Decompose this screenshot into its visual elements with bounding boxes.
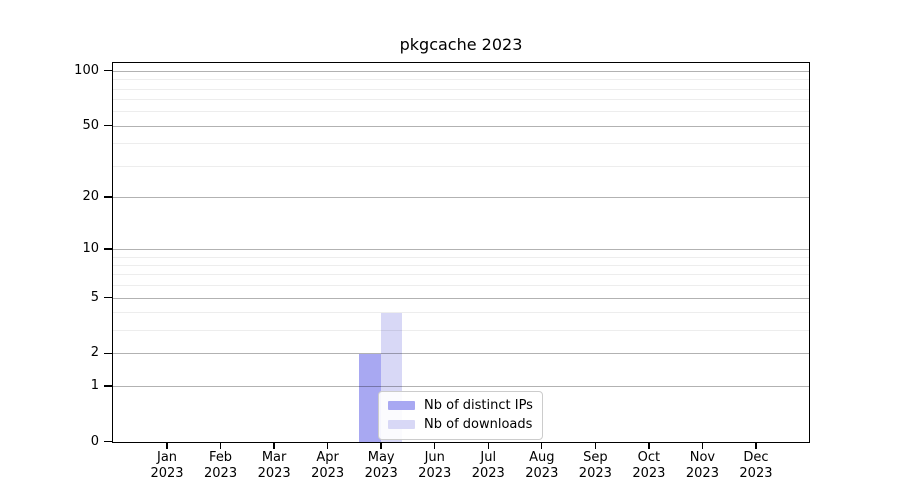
y-tick [104, 248, 112, 250]
x-tick [594, 443, 597, 449]
gridline-major [113, 70, 809, 72]
chart-title: pkgcache 2023 [399, 35, 523, 54]
x-tick-label-year: 2023 [257, 466, 291, 481]
x-tick-label-year: 2023 [578, 466, 612, 481]
x-tick-label-month: Sep [583, 450, 608, 465]
gridline-minor [113, 79, 809, 81]
x-tick-label-month: Jan [157, 450, 178, 465]
gridline-major [113, 353, 809, 355]
x-tick-label-month: Mar [261, 450, 287, 465]
x-tick-label-year: 2023 [739, 466, 773, 481]
gridline-major [113, 125, 809, 127]
gridline-minor [113, 256, 809, 258]
bar [359, 353, 381, 442]
gridline-minor [113, 285, 809, 287]
y-tick-label: 50 [82, 117, 99, 133]
y-tick-label: 5 [90, 289, 99, 305]
gridline-minor [113, 99, 809, 101]
x-tick-label-month: Dec [743, 450, 769, 465]
x-tick-label-year: 2023 [364, 466, 398, 481]
x-tick-label-year: 2023 [471, 466, 505, 481]
legend: Nb of distinct IPs Nb of downloads [378, 391, 543, 440]
x-tick-label-month: May [367, 450, 395, 465]
y-tick-label: 100 [74, 62, 99, 78]
x-tick-label-year: 2023 [632, 466, 666, 481]
gridline-major [113, 248, 809, 250]
y-tick-label: 1 [90, 377, 99, 393]
legend-item-distinct-ips: Nb of distinct IPs [388, 397, 533, 414]
y-tick-label: 2 [90, 345, 99, 361]
x-tick-label-month: Jul [480, 450, 497, 465]
y-tick [104, 385, 112, 387]
gridline-minor [113, 312, 809, 314]
x-tick [326, 443, 329, 449]
gridline-minor [113, 88, 809, 90]
x-tick-label-year: 2023 [150, 466, 184, 481]
gridline-minor [113, 111, 809, 113]
x-tick [541, 443, 543, 449]
x-tick-label-month: Feb [209, 450, 233, 465]
y-tick [104, 440, 112, 443]
legend-item-downloads: Nb of downloads [388, 416, 533, 433]
x-tick [701, 443, 704, 449]
x-tick [219, 443, 222, 449]
gridline-minor [113, 330, 809, 332]
gridline-minor [113, 274, 809, 276]
gridline-major [113, 385, 809, 387]
legend-swatch-distinct-ips-icon [388, 401, 415, 410]
x-tick [166, 443, 168, 449]
gridline-major [113, 297, 809, 299]
y-tick [104, 196, 112, 198]
legend-swatch-downloads-icon [388, 420, 415, 429]
x-tick [487, 443, 489, 449]
gridlines-layer [113, 63, 809, 442]
legend-label-distinct-ips: Nb of distinct IPs [424, 397, 533, 413]
x-tick-label-month: Nov [689, 450, 716, 465]
x-tick-label-month: Aug [529, 450, 555, 465]
y-tick [104, 296, 112, 299]
x-tick [755, 443, 757, 449]
x-tick-label-year: 2023 [685, 466, 719, 481]
y-tick-label: 10 [82, 240, 99, 256]
y-tick [104, 352, 112, 354]
plot-area: Nb of distinct IPs Nb of downloads [112, 62, 810, 443]
gridline-minor [113, 143, 809, 145]
x-tick [273, 443, 275, 449]
x-tick-label-month: Oct [637, 450, 661, 465]
x-tick-label-month: Apr [316, 450, 339, 465]
x-tick-label-year: 2023 [418, 466, 452, 481]
x-tick-label-year: 2023 [525, 466, 559, 481]
y-tick-label: 0 [90, 433, 99, 449]
x-tick [434, 443, 436, 449]
gridline-major [113, 196, 809, 198]
x-tick-label-month: Jun [424, 450, 445, 465]
legend-label-downloads: Nb of downloads [424, 416, 533, 432]
x-tick [648, 443, 650, 449]
x-tick-label-year: 2023 [311, 466, 345, 481]
y-tick-label: 20 [82, 188, 99, 204]
y-tick [104, 124, 112, 127]
gridline-minor [113, 165, 809, 167]
y-tick [104, 70, 112, 72]
x-tick [380, 443, 382, 449]
x-tick-label-year: 2023 [204, 466, 238, 481]
gridline-minor [113, 265, 809, 267]
